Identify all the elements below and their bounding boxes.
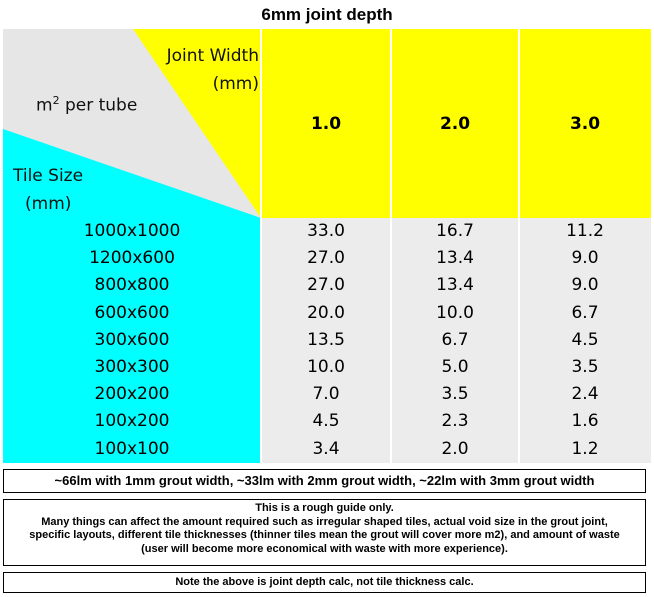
coverage-value-cell: 7.0: [261, 381, 391, 409]
column-divider: [518, 29, 520, 463]
coverage-value-cell: 2.0: [391, 435, 519, 463]
column-divider: [390, 29, 392, 463]
width-header-2: 2.0: [391, 29, 519, 218]
coverage-table: Joint Width (mm) m2 per tube Tile Size (…: [3, 29, 651, 463]
coverage-value-cell: 6.7: [391, 326, 519, 354]
coverage-value-cell: 16.7: [391, 218, 519, 246]
coverage-value-cell: 10.0: [391, 299, 519, 327]
width-header-1: 1.0: [261, 29, 391, 218]
page-title: 6mm joint depth: [261, 5, 393, 24]
coverage-value-cell: 13.5: [261, 326, 391, 354]
coverage-value-cell: 9.0: [519, 245, 651, 273]
tile-size-cell: 1000x1000: [3, 218, 261, 246]
linear-metre-note: ~66lm with 1mm grout width, ~33lm with 2…: [3, 469, 646, 493]
coverage-value-cell: 1.2: [519, 435, 651, 463]
rough-guide-heading: This is a rough guide only.: [255, 502, 394, 514]
coverage-value-cell: 3.4: [261, 435, 391, 463]
coverage-value-cell: 33.0: [261, 218, 391, 246]
coverage-value-cell: 5.0: [391, 354, 519, 382]
coverage-value-cell: 3.5: [519, 354, 651, 382]
tile-size-cell: 100x200: [3, 408, 261, 436]
coverage-value-cell: 13.4: [391, 245, 519, 273]
tile-size-cell: 300x600: [3, 326, 261, 354]
coverage-value-cell: 11.2: [519, 218, 651, 246]
column-divider: [260, 29, 262, 463]
tile-size-cell: 300x300: [3, 354, 261, 382]
tile-size-cell: 1200x600: [3, 245, 261, 273]
tile-size-label: Tile Size (mm): [13, 166, 84, 214]
joint-depth-note: Note the above is joint depth calc, not …: [3, 572, 646, 593]
coverage-value-cell: 3.5: [391, 381, 519, 409]
tile-size-cell: 800x800: [3, 272, 261, 300]
coverage-value-cell: 1.6: [519, 408, 651, 436]
coverage-value-cell: 2.4: [519, 381, 651, 409]
table-corner-header: Joint Width (mm) m2 per tube Tile Size (…: [3, 29, 261, 218]
joint-width-label: Joint Width (mm): [166, 46, 259, 94]
coverage-value-cell: 27.0: [261, 245, 391, 273]
coverage-value-cell: 27.0: [261, 272, 391, 300]
tile-size-cell: 600x600: [3, 299, 261, 327]
coverage-value-cell: 10.0: [261, 354, 391, 382]
coverage-value-cell: 6.7: [519, 299, 651, 327]
coverage-value-cell: 2.3: [391, 408, 519, 436]
m2-per-tube-label: m2 per tube: [36, 94, 138, 116]
corner-diagonal-graphic: [3, 29, 261, 218]
width-header-3: 3.0: [519, 29, 651, 218]
coverage-value-cell: 4.5: [519, 326, 651, 354]
coverage-value-cell: 4.5: [261, 408, 391, 436]
rough-guide-body: Many things can affect the amount requir…: [29, 515, 620, 555]
coverage-value-cell: 13.4: [391, 272, 519, 300]
tile-size-cell: 200x200: [3, 381, 261, 409]
coverage-value-cell: 9.0: [519, 272, 651, 300]
rough-guide-note: This is a rough guide only. Many things …: [3, 499, 646, 566]
coverage-value-cell: 20.0: [261, 299, 391, 327]
tile-size-cell: 100x100: [3, 435, 261, 463]
